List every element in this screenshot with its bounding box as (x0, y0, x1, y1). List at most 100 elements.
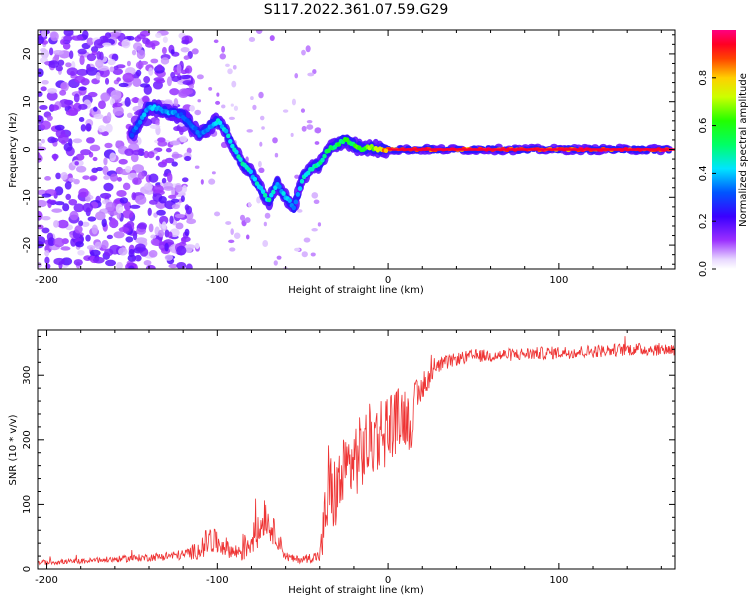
noise-blob (306, 120, 313, 124)
noise-blob (213, 39, 219, 44)
noise-blob (216, 92, 220, 97)
noise-blob (244, 217, 251, 224)
noise-blob (71, 35, 84, 41)
figure-title: S117.2022.361.07.59.G29 (264, 2, 449, 18)
noise-blob (74, 225, 83, 234)
noise-blob (40, 120, 51, 130)
ridge-core (293, 199, 299, 205)
noise-blob (86, 63, 91, 72)
noise-blob (60, 39, 65, 45)
ridge-core (262, 192, 268, 198)
noise-blob (157, 140, 168, 147)
noise-blob (80, 124, 87, 132)
noise-blob (137, 171, 145, 180)
noise-blob (176, 63, 182, 74)
x-tick-label: -100 (206, 575, 229, 586)
noise-blob (194, 165, 200, 169)
noise-blob (75, 241, 84, 248)
noise-blob (118, 82, 129, 88)
noise-blob (230, 228, 234, 235)
noise-blob (164, 242, 169, 252)
noise-blob (135, 61, 144, 69)
y-tick-label: -10 (22, 189, 33, 205)
ridge-core (320, 157, 325, 163)
noise-blob (93, 106, 98, 112)
ridge-core (260, 189, 266, 195)
noise-blob (112, 102, 123, 108)
noise-blob (55, 172, 61, 180)
noise-blob (127, 254, 137, 262)
noise-blob (41, 79, 49, 85)
noise-blob (150, 234, 157, 239)
noise-blob (232, 65, 237, 70)
noise-blob (65, 193, 72, 201)
noise-blob (159, 215, 169, 225)
noise-blob (47, 237, 56, 247)
noise-blob (171, 204, 180, 210)
noise-blob (297, 209, 303, 213)
noise-blob (53, 237, 65, 248)
noise-blob (85, 234, 91, 242)
noise-blob (122, 72, 135, 83)
noise-blob (117, 176, 122, 182)
noise-blob (301, 125, 307, 132)
noise-blob (44, 176, 52, 181)
noise-blob (38, 236, 46, 245)
noise-blob (184, 155, 192, 162)
noise-blob (38, 210, 43, 221)
noise-blob (62, 203, 70, 212)
noise-blob (311, 228, 318, 232)
noise-blob (76, 68, 89, 77)
spectrogram-ylabel: Frequency (Hz) (8, 112, 19, 188)
noise-blob (179, 127, 184, 136)
noise-blob (126, 112, 133, 118)
y-tick-label: 0 (22, 146, 33, 152)
noise-blob (215, 100, 221, 105)
noise-blob (132, 77, 142, 88)
noise-blob (57, 219, 69, 229)
ridge-core (322, 153, 327, 159)
noise-blob (233, 105, 239, 111)
noise-blob (145, 264, 156, 269)
noise-blob (73, 203, 85, 213)
ridge-core (287, 198, 292, 203)
noise-blob (78, 86, 87, 91)
noise-blob (188, 84, 195, 89)
noise-blob (63, 30, 74, 37)
colorbar: 0.0 0.2 0.4 0.6 0.8 Normalized spectral ampl… (698, 30, 749, 277)
noise-blob (63, 35, 73, 42)
noise-blob (301, 251, 308, 258)
noise-blob (166, 76, 172, 87)
noise-blob (95, 59, 104, 68)
noise-blob (38, 262, 42, 268)
noise-blob (191, 48, 199, 55)
x-tick-label: 0 (385, 275, 391, 286)
noise-blob (116, 77, 121, 82)
noise-blob (194, 109, 202, 116)
noise-blob (38, 199, 47, 208)
noise-blob (116, 190, 127, 197)
noise-blob (259, 115, 265, 121)
noise-blob (167, 172, 173, 183)
noise-blob (312, 69, 317, 75)
noise-blob (80, 149, 92, 156)
noise-blob (89, 175, 98, 181)
noise-blob (148, 67, 154, 76)
noise-blob (78, 103, 88, 110)
colorbar-tick-label: 0.2 (698, 213, 709, 229)
noise-blob (102, 42, 112, 47)
noise-blob (174, 213, 185, 219)
noise-blob (104, 77, 110, 85)
noise-blob (59, 89, 67, 96)
noise-blob (129, 204, 141, 209)
noise-blob (147, 151, 155, 159)
ridge-core (299, 178, 305, 184)
ridge-core (297, 186, 303, 191)
ridge-core (230, 143, 235, 149)
noise-blob (51, 208, 63, 213)
noise-blob (78, 117, 85, 122)
noise-blob (38, 146, 47, 151)
noise-blob (165, 147, 172, 153)
noise-blob (162, 36, 168, 43)
noise-blob (98, 100, 106, 110)
